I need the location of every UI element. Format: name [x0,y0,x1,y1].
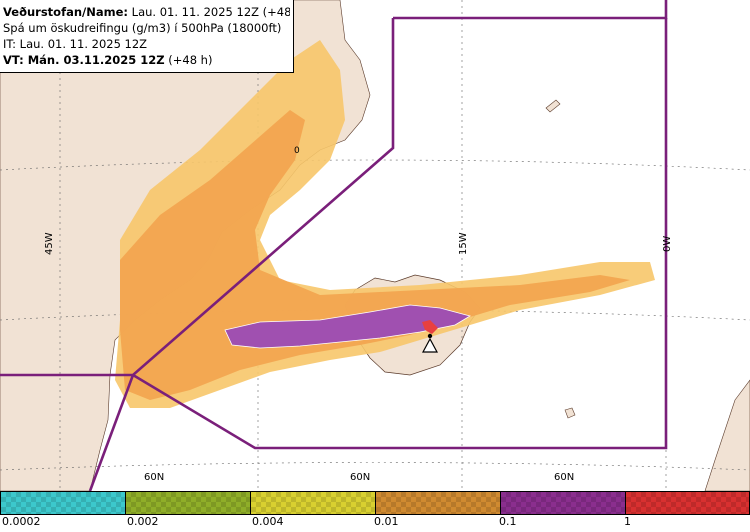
lon-label-0w: 0W [662,235,673,252]
legend-bin-0 [0,491,126,515]
legend-bin-5 [625,491,750,515]
legend-bin-4 [500,491,626,515]
volcano-warning-icon[interactable] [421,333,439,353]
map-canvas [0,0,750,491]
issuer-date: Lau. 01. 11. 2025 12Z (+48 h) [128,5,290,19]
legend-tick-5: 1 [624,515,631,528]
legend-tick-0: 0.0002 [2,515,41,528]
lon-label-15w: 15W [458,232,469,255]
legend-tick-2: 0.004 [252,515,284,528]
legend-tick-4: 0.1 [499,515,517,528]
lat-label-60n-left: 60N [144,472,165,483]
jan-mayen-island [545,99,561,113]
contour-marker: 0 [294,146,300,156]
ash-layer-high [224,304,472,349]
legend-bin-3 [375,491,501,515]
legend-tick-1: 0.002 [127,515,159,528]
faroe-islands [564,407,576,419]
info-line-issuer: Veðurstofan/Name: Lau. 01. 11. 2025 12Z … [3,4,290,20]
legend-bin-1 [125,491,251,515]
lat-label-60n-right: 60N [554,472,575,483]
concentration-legend: 0.0002 0.002 0.004 0.01 0.1 1 [0,491,750,532]
lat-label-60n-center: 60N [350,472,371,483]
valid-time-label: VT: Mán. 03.11.2025 12Z [3,53,165,67]
info-line-initial-time: IT: Lau. 01. 11. 2025 12Z [3,37,148,51]
forecast-info-box: Veðurstofan/Name: Lau. 01. 11. 2025 12Z … [0,0,294,73]
legend-tick-3: 0.01 [374,515,399,528]
info-line-product: Spá um öskudreifingu (g/m3) í 500hPa (18… [3,21,282,35]
info-line-valid-time: VT: Mán. 03.11.2025 12Z (+48 h) [3,52,290,68]
fir-boundary [0,0,668,491]
issuer-label: Veðurstofan/Name: [3,5,128,19]
valid-time-offset: (+48 h) [164,53,213,67]
ash-layer-peak [422,320,438,334]
norway-coast [704,379,750,491]
legend-bin-2 [250,491,376,515]
lon-label-45w: 45W [44,232,55,255]
